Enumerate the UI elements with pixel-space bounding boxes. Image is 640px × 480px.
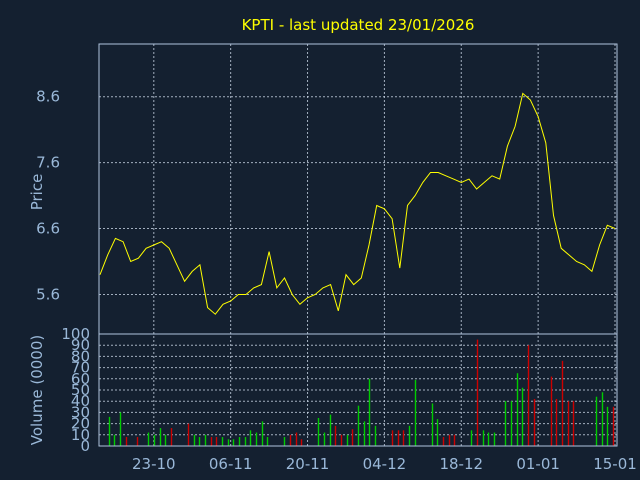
price-axis-label: Price	[28, 174, 46, 211]
volume-tick-label: 20	[71, 415, 90, 433]
volume-tick-label: 40	[71, 392, 90, 410]
x-tick-label: 23-10	[132, 455, 176, 473]
price-tick-label: 8.6	[36, 88, 60, 106]
volume-tick-label: 30	[71, 403, 90, 421]
x-tick-label: 01-01	[516, 455, 560, 473]
volume-tick-label: 100	[61, 325, 90, 343]
x-tick-label: 04-12	[363, 455, 407, 473]
x-tick-label: 06-11	[209, 455, 253, 473]
volume-tick-label: 50	[71, 381, 90, 399]
price-tick-label: 6.6	[36, 220, 60, 238]
price-tick-labels: 5.6 6.6 7.6 8.6	[36, 88, 60, 304]
price-tick-label: 7.6	[36, 154, 60, 172]
volume-tick-label: 60	[71, 370, 90, 388]
x-grid	[153, 44, 616, 446]
x-tick-labels: 23-10 06-11 20-11 04-12 18-12 01-01 15-01	[132, 455, 637, 473]
volume-tick-label: 70	[71, 359, 90, 377]
volume-axis-label: Volume (0000)	[28, 335, 46, 445]
volume-tick-label: 0	[80, 437, 90, 455]
chart-title: KPTI - last updated 23/01/2026	[242, 16, 475, 34]
volume-tick-label: 10	[71, 426, 90, 444]
volume-tick-label: 90	[71, 336, 90, 354]
price-panel-frame	[98, 43, 618, 335]
volume-tick-label: 80	[71, 347, 90, 365]
price-line	[99, 92, 616, 315]
x-tick-label: 18-12	[439, 455, 483, 473]
x-tick-label: 20-11	[286, 455, 330, 473]
volume-panel-frame	[98, 333, 618, 447]
price-tick-label: 5.6	[36, 285, 60, 303]
volume-bars	[108, 339, 615, 446]
x-tick-label: 15-01	[593, 455, 637, 473]
